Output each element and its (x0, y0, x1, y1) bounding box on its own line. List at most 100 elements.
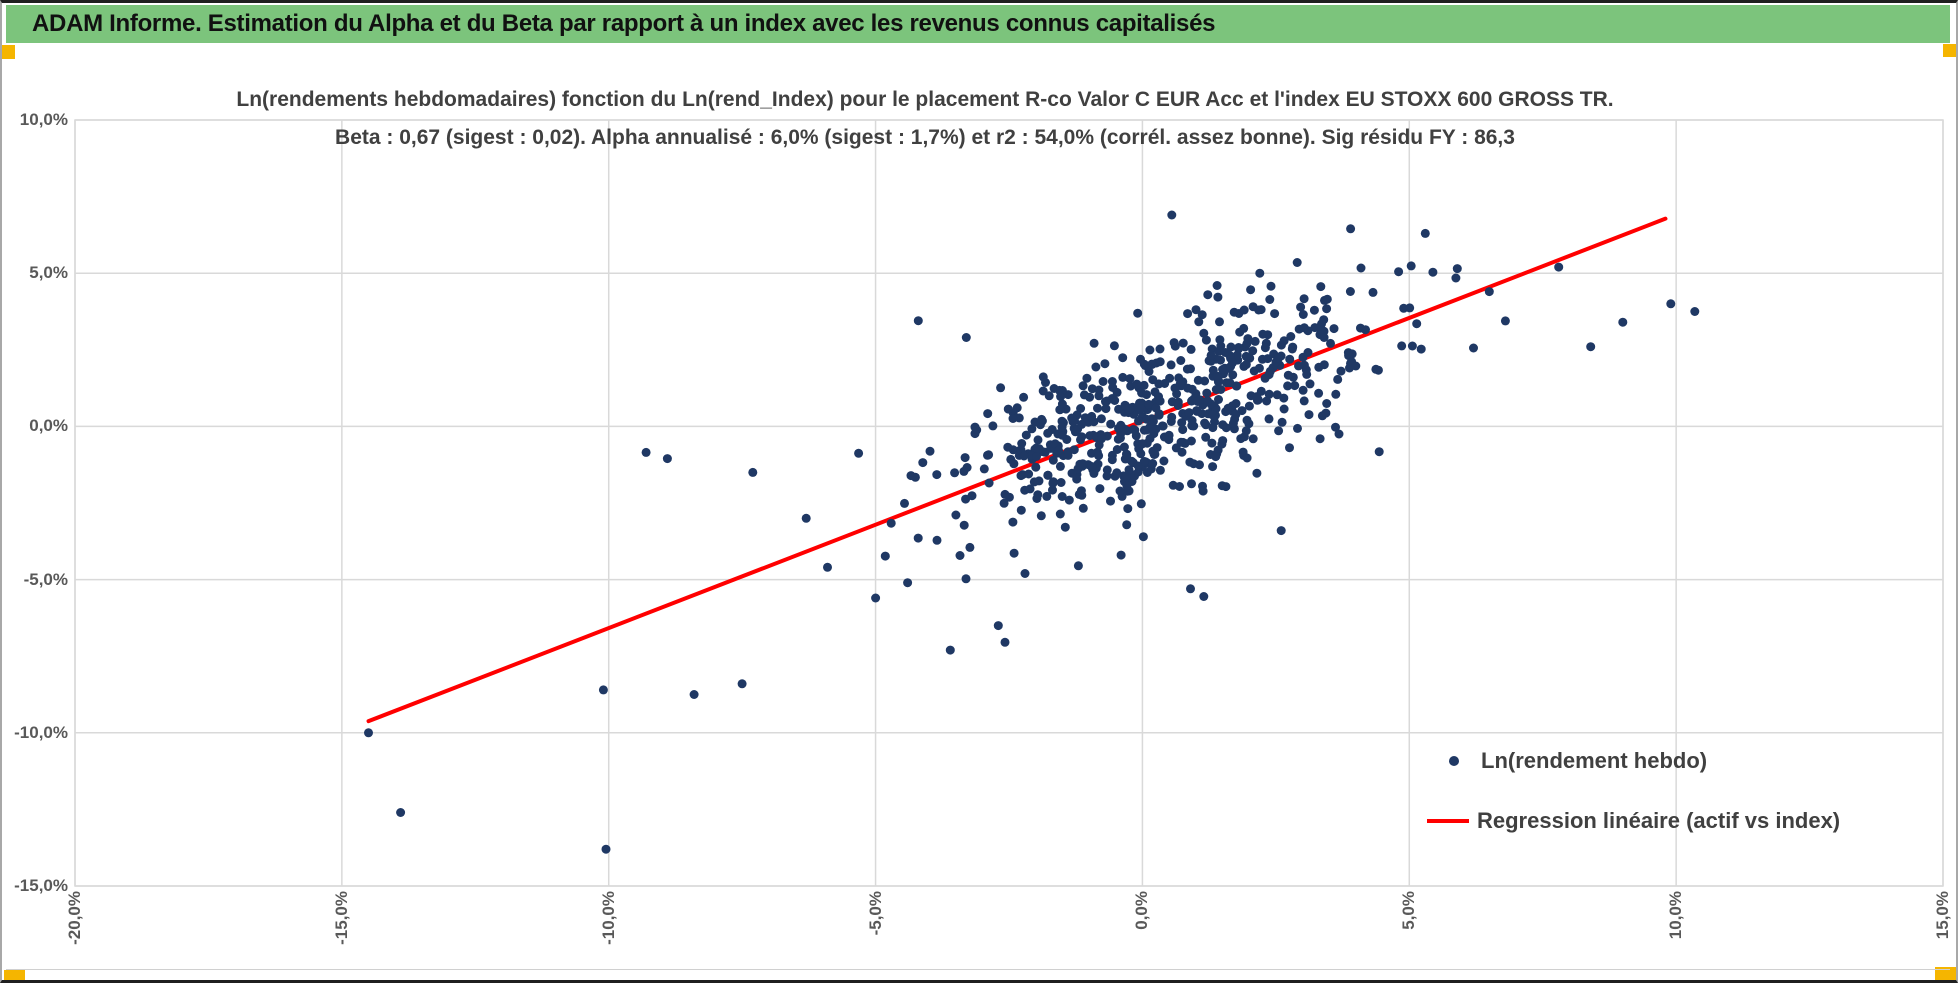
scatter-point (1274, 353, 1284, 363)
scatter-point (1148, 416, 1158, 426)
scatter-point (1469, 343, 1478, 353)
scatter-marker-icon (1449, 756, 1459, 766)
scatter-point (1055, 461, 1065, 471)
scatter-point (1283, 381, 1293, 391)
scatter-point (1299, 294, 1309, 304)
scatter-point (364, 728, 373, 738)
scatter-point (970, 429, 980, 439)
scatter-point (1322, 399, 1332, 408)
scatter-point (1094, 451, 1104, 461)
scatter-point (1193, 397, 1203, 406)
scatter-point (932, 535, 942, 545)
scatter-point (871, 593, 881, 603)
scatter-point (1248, 346, 1258, 356)
scatter-point (1195, 460, 1204, 470)
x-tick-label: 15,0% (1933, 891, 1952, 940)
scatter-point (1114, 423, 1123, 433)
scatter-point (1187, 421, 1197, 430)
scatter-point (1208, 410, 1218, 420)
scatter-point (1074, 489, 1084, 499)
scatter-point (1266, 281, 1276, 291)
scatter-point (1428, 267, 1438, 277)
report-header-title: ADAM Informe. Estimation du Alpha et du … (32, 10, 1216, 37)
scatter-point (1008, 414, 1018, 423)
scatter-point (1021, 430, 1031, 440)
scatter-point (1215, 317, 1224, 327)
scatter-point (1420, 228, 1430, 238)
scatter-point (1262, 396, 1272, 406)
scatter-plot-canvas[interactable] (2, 3, 1958, 983)
scatter-point (1223, 403, 1233, 413)
scatter-point (1155, 344, 1165, 354)
scatter-point (1139, 380, 1149, 390)
scatter-point (1263, 330, 1273, 340)
scatter-point (1094, 385, 1104, 395)
scatter-point (1203, 290, 1213, 300)
scatter-point (913, 533, 923, 543)
scatter-point (1586, 342, 1596, 352)
scatter-point (1265, 295, 1275, 304)
scatter-point (1277, 417, 1287, 427)
scatter-point (1331, 422, 1340, 432)
scatter-point (961, 574, 971, 584)
scatter-point (1310, 323, 1320, 333)
scatter-point (1133, 308, 1143, 318)
scatter-point (598, 685, 608, 695)
scatter-point (1107, 450, 1117, 460)
x-tick-label: -15,0% (331, 891, 351, 945)
scatter-point (1256, 305, 1266, 315)
scatter-point (1285, 354, 1295, 364)
scatter-point (1073, 464, 1083, 474)
scatter-point (1274, 426, 1284, 436)
scatter-point (1208, 462, 1218, 472)
scatter-point (737, 679, 747, 689)
scatter-point (1173, 397, 1183, 407)
scatter-point (996, 383, 1006, 393)
scatter-point (1234, 344, 1244, 354)
scatter-point (1225, 378, 1235, 388)
scatter-point (1244, 401, 1254, 411)
scatter-point (1203, 396, 1212, 406)
scatter-point (1016, 505, 1026, 515)
scatter-point (1394, 267, 1404, 277)
scatter-point (913, 316, 923, 326)
scatter-point (1215, 335, 1225, 345)
scatter-point (959, 466, 969, 476)
scatter-point (918, 458, 928, 468)
scatter-point (1063, 450, 1073, 460)
scatter-point (1118, 372, 1128, 382)
scatter-point (1098, 377, 1108, 386)
scatter-point (1186, 344, 1196, 354)
scatter-point (1299, 396, 1309, 406)
scatter-point (979, 464, 989, 474)
scatter-point (1201, 420, 1211, 430)
scatter-point (396, 808, 406, 817)
legend-item-scatter[interactable]: Ln(rendement hebdo) (1417, 731, 1956, 791)
scatter-point (1199, 592, 1209, 601)
scatter-point (1201, 335, 1211, 345)
scatter-point (1373, 365, 1383, 375)
scatter-point (1397, 341, 1407, 351)
scatter-point (1064, 495, 1074, 505)
scatter-point (1229, 307, 1239, 317)
scatter-point (1241, 351, 1251, 361)
legend-item-regression[interactable]: Regression linéaire (actif vs index) (1417, 791, 1956, 851)
scatter-point (1191, 305, 1201, 315)
scatter-point (601, 844, 611, 854)
scatter-point (1136, 499, 1146, 509)
scatter-point (1093, 403, 1102, 413)
chart-legend[interactable]: Ln(rendement hebdo) Regression linéaire … (1417, 731, 1956, 851)
scatter-point (1112, 387, 1122, 397)
scatter-point (1333, 374, 1343, 384)
scatter-point (1124, 465, 1134, 475)
scatter-point (1186, 364, 1195, 374)
scatter-point (1089, 338, 1099, 348)
scatter-point (1212, 281, 1222, 290)
scatter-point (1033, 435, 1043, 445)
scatter-point (1150, 449, 1160, 459)
scatter-point (1242, 415, 1252, 425)
scatter-point (1260, 343, 1270, 353)
scatter-point (1334, 429, 1344, 439)
scatter-point (1292, 258, 1302, 267)
scatter-point (925, 446, 935, 456)
